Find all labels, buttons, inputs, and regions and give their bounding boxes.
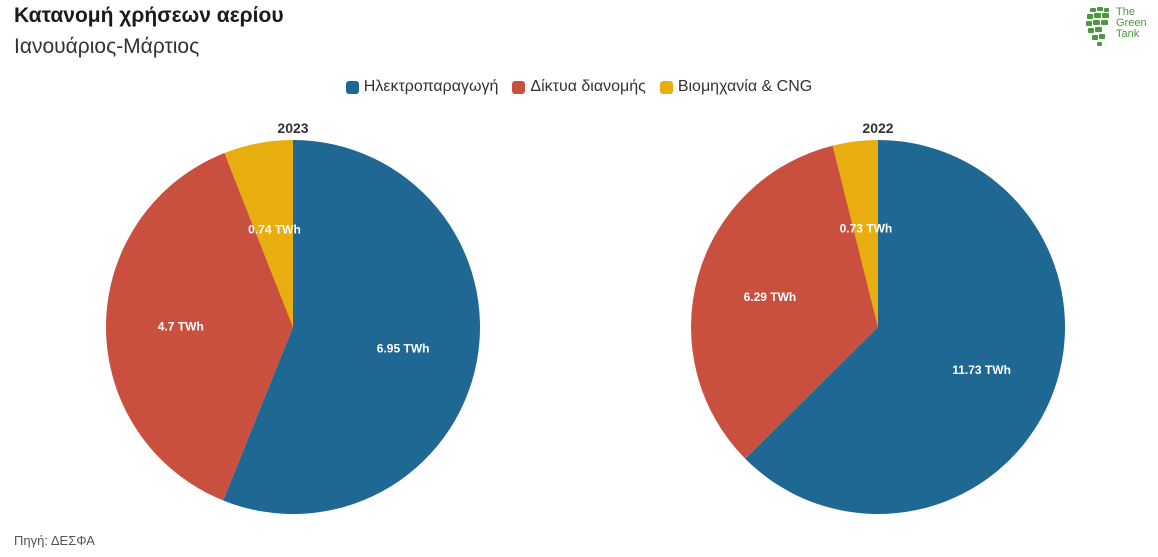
leaf-globe-icon	[1086, 7, 1109, 46]
slice-label: 0.74 TWh	[248, 223, 301, 237]
legend-swatch	[345, 80, 359, 94]
legend-swatch	[512, 80, 526, 94]
pie-title: 2022	[862, 120, 893, 136]
pie-slice[interactable]	[745, 140, 1065, 514]
pie-chart-2023: 2023 6.95 TWh 4.7 TWh 0.74 TWh	[106, 120, 481, 514]
legend-label: Δίκτυα διανομής	[530, 78, 646, 95]
legend-item-distribution[interactable]: Δίκτυα διανομής	[512, 78, 646, 96]
pie-slice[interactable]	[106, 153, 294, 501]
legend-item-industry[interactable]: Βιομηχανία & CNG	[659, 78, 813, 96]
legend-label: Ηλεκτροπαραγωγή	[363, 78, 499, 95]
slice-label: 6.29 TWh	[744, 290, 797, 304]
slice-label: 6.95 TWh	[377, 341, 430, 355]
chart-title: Κατανομή χρήσεων αερίου	[14, 4, 284, 27]
slice-label: 4.7 TWh	[158, 320, 204, 334]
slice-label: 0.73 TWh	[840, 222, 893, 236]
pie-chart-2022: 2022 11.73 TWh 6.29 TWh 0.73 TWh	[691, 120, 1065, 514]
legend-item-power[interactable]: Ηλεκτροπαραγωγή	[345, 78, 499, 96]
pie-slice[interactable]	[224, 140, 293, 327]
logo-wordmark: The Green Tank	[1116, 6, 1147, 40]
chart-subtitle: Ιανουάριος-Μάρτιος	[14, 35, 200, 58]
pie-slice[interactable]	[832, 140, 878, 327]
pie-title: 2023	[277, 120, 308, 136]
pie-slice[interactable]	[691, 145, 878, 459]
legend-swatch	[659, 80, 673, 94]
chart-legend: Ηλεκτροπαραγωγή Δίκτυα διανομής Βιομηχαν…	[0, 78, 1158, 96]
legend-label: Βιομηχανία & CNG	[677, 78, 813, 95]
source-note: Πηγή: ΔΕΣΦΑ	[14, 533, 95, 548]
green-tank-logo: The Green Tank	[1084, 4, 1152, 52]
pie-slice[interactable]	[223, 140, 481, 514]
slice-label: 11.73 TWh	[952, 363, 1011, 377]
